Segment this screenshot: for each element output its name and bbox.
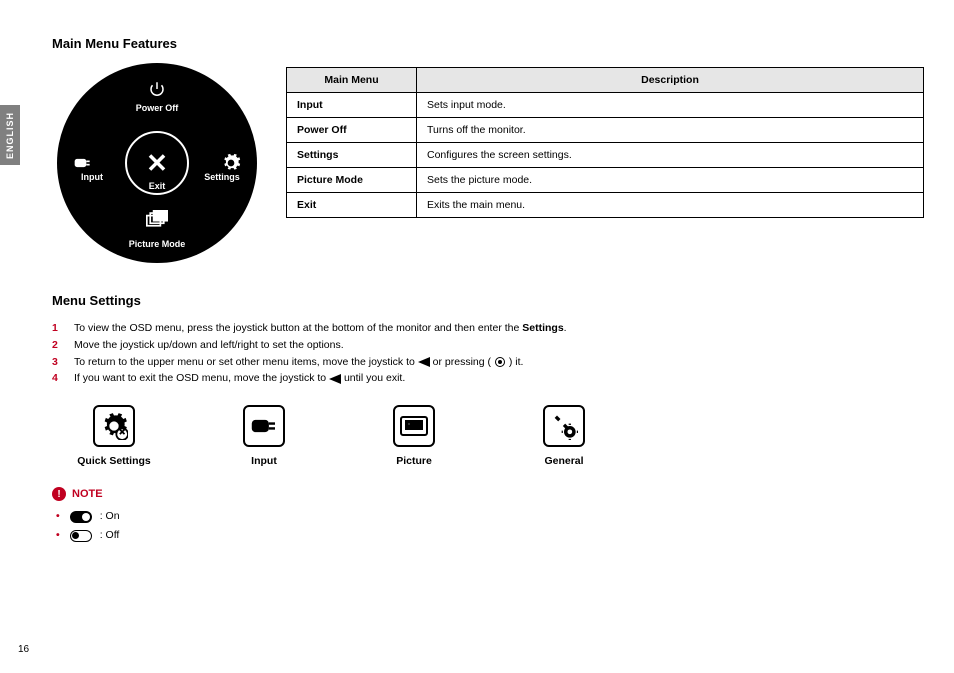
language-tab: ENGLISH: [0, 105, 20, 165]
table-row: Power OffTurns off the monitor.: [287, 118, 924, 143]
note-item-off: : Off: [56, 526, 924, 545]
toggle-on-icon: [70, 511, 92, 523]
cell: Configures the screen settings.: [417, 143, 924, 168]
picture-cell: Picture: [374, 405, 454, 467]
page-number: 16: [18, 644, 29, 655]
note-heading: ! NOTE: [52, 487, 924, 501]
left-arrow-icon: [329, 374, 341, 384]
cell: Sets input mode.: [417, 93, 924, 118]
step-text: To view the OSD menu, press the joystick…: [74, 322, 522, 334]
step-text: or pressing (: [433, 356, 491, 368]
cell: Power Off: [287, 118, 417, 143]
step-text: ) it.: [509, 356, 524, 368]
main-menu-row: Power Off Input Settings Picture Mode: [52, 63, 924, 263]
cell: Turns off the monitor.: [417, 118, 924, 143]
table-header: Description: [417, 68, 924, 93]
settings-label: Settings: [187, 172, 257, 182]
step-item: 1 To view the OSD menu, press the joysti…: [52, 320, 924, 337]
step-text: Move the joystick up/down and left/right…: [74, 337, 344, 354]
left-arrow-icon: [418, 357, 430, 367]
table-row: Picture ModeSets the picture mode.: [287, 168, 924, 193]
step-text: To return to the upper menu or set other…: [74, 356, 418, 368]
general-icon: [550, 412, 578, 440]
power-off-label: Power Off: [122, 103, 192, 113]
quick-settings-cell: Quick Settings: [74, 405, 154, 467]
main-menu-table: Main Menu Description InputSets input mo…: [286, 67, 924, 218]
general-cell: General: [524, 405, 604, 467]
close-icon: ✕: [146, 150, 168, 176]
joystick-diagram: Power Off Input Settings Picture Mode: [52, 63, 262, 263]
page-content: Main Menu Features Power Off Input Setti…: [0, 0, 954, 545]
picture-mode-icon: [145, 207, 169, 231]
input-icon: [249, 415, 279, 437]
picture-mode-label: Picture Mode: [122, 239, 192, 249]
icon-caption: General: [524, 455, 604, 467]
toggle-off-icon: [70, 530, 92, 542]
cell: Exit: [287, 193, 417, 218]
power-icon: [145, 77, 169, 101]
input-cell: Input: [224, 405, 304, 467]
quick-settings-icon: [100, 412, 128, 440]
note-label: NOTE: [72, 488, 103, 500]
icon-caption: Picture: [374, 455, 454, 467]
table-row: InputSets input mode.: [287, 93, 924, 118]
step-text: .: [564, 322, 567, 334]
icon-caption: Input: [224, 455, 304, 467]
input-label: Input: [57, 172, 127, 182]
cell: Input: [287, 93, 417, 118]
steps-list: 1 To view the OSD menu, press the joysti…: [52, 320, 924, 387]
step-bold: Settings: [522, 322, 563, 334]
step-item: 2 Move the joystick up/down and left/rig…: [52, 337, 924, 354]
note-item-on: : On: [56, 507, 924, 526]
alert-icon: !: [52, 487, 66, 501]
settings-icons-row: Quick Settings Input Picture General: [74, 405, 924, 467]
note-text: : Off: [100, 526, 120, 545]
exit-label: Exit: [122, 181, 192, 191]
icon-caption: Quick Settings: [74, 455, 154, 467]
table-header: Main Menu: [287, 68, 417, 93]
cell: Sets the picture mode.: [417, 168, 924, 193]
step-text: until you exit.: [344, 372, 405, 384]
cell: Exits the main menu.: [417, 193, 924, 218]
note-bullets: : On : Off: [56, 507, 924, 545]
cell: Picture Mode: [287, 168, 417, 193]
note-text: : On: [100, 507, 120, 526]
joystick-press-icon: [494, 356, 506, 368]
step-item: 3 To return to the upper menu or set oth…: [52, 354, 924, 371]
section-heading-main-menu: Main Menu Features: [52, 36, 924, 51]
cell: Settings: [287, 143, 417, 168]
table-row: SettingsConfigures the screen settings.: [287, 143, 924, 168]
step-text: If you want to exit the OSD menu, move t…: [74, 372, 329, 384]
step-item: 4 If you want to exit the OSD menu, move…: [52, 370, 924, 387]
picture-icon: [399, 415, 429, 437]
table-row: ExitExits the main menu.: [287, 193, 924, 218]
section-heading-menu-settings: Menu Settings: [52, 293, 924, 308]
